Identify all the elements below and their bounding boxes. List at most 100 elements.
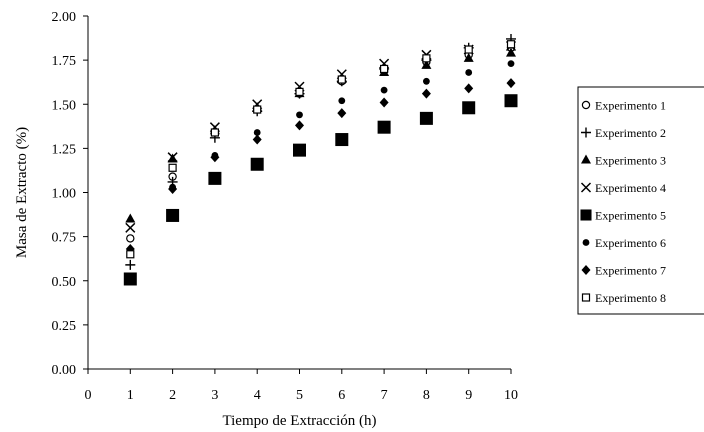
data-point — [464, 83, 474, 94]
legend-entry-label: Experimento 8 — [595, 291, 666, 305]
series-8 — [126, 40, 516, 259]
data-points — [123, 33, 518, 286]
legend-swatch — [582, 239, 590, 246]
dot-marker — [582, 239, 590, 246]
series-7 — [125, 78, 516, 254]
x-tick-label: 7 — [381, 388, 388, 403]
legend-entry-label: Experimento 3 — [595, 154, 666, 168]
y-tick-label: 2.00 — [52, 10, 77, 25]
y-tick-label: 0.50 — [52, 275, 77, 290]
dot-marker — [296, 111, 303, 119]
data-point — [252, 134, 262, 145]
triangle-marker — [421, 59, 432, 69]
data-point — [167, 152, 178, 163]
data-point — [463, 52, 474, 62]
data-point — [210, 152, 220, 163]
x-tick-label: 2 — [169, 388, 176, 403]
square-open-marker — [506, 40, 516, 49]
data-point — [125, 259, 136, 270]
data-point — [168, 163, 177, 172]
data-point — [506, 78, 516, 89]
data-point — [126, 250, 135, 259]
series-5 — [123, 94, 518, 286]
data-point — [422, 54, 431, 63]
y-tick-label: 1.00 — [52, 187, 77, 202]
legend-box — [577, 86, 704, 315]
series-2 — [125, 33, 516, 270]
x-marker — [167, 152, 178, 163]
data-point — [462, 101, 476, 115]
plus-marker — [125, 259, 136, 270]
y-tick-label: 0.25 — [52, 319, 77, 334]
data-point — [253, 129, 261, 136]
x-marker — [580, 182, 592, 193]
square-open-marker — [337, 75, 346, 84]
data-point — [380, 64, 389, 74]
dot-marker — [423, 77, 430, 85]
data-point — [421, 59, 432, 69]
data-point — [338, 97, 346, 105]
data-point — [464, 45, 473, 54]
legend-swatch — [581, 293, 591, 302]
data-point — [293, 143, 306, 157]
dot-marker — [465, 69, 473, 76]
circle-open-marker — [581, 100, 591, 110]
square-marker — [419, 111, 433, 125]
x-tick-label: 5 — [296, 388, 303, 403]
data-point — [504, 94, 518, 108]
series-4 — [125, 40, 517, 233]
data-point — [168, 183, 178, 194]
square-open-marker — [581, 293, 591, 302]
diamond-marker — [464, 83, 474, 94]
data-point — [295, 87, 304, 96]
legend-entry-label: Experimento 2 — [595, 126, 666, 140]
triangle-marker — [463, 52, 474, 62]
square-marker — [504, 94, 518, 108]
data-point — [250, 157, 264, 171]
x-tick-label: 3 — [211, 388, 218, 403]
series-3 — [125, 47, 516, 223]
diamond-marker — [337, 108, 347, 119]
legend-entry-label: Experimento 6 — [595, 236, 666, 250]
x-axis-label: Tiempo de Extracción (h) — [223, 413, 377, 429]
legend-swatch — [580, 209, 592, 221]
legend-swatch — [580, 182, 592, 193]
square-open-marker — [464, 45, 473, 54]
square-marker — [208, 171, 222, 185]
data-point — [126, 234, 135, 243]
square-open-marker — [253, 105, 262, 114]
y-tick-label: 0.00 — [52, 363, 77, 378]
data-point — [507, 60, 515, 68]
y-tick-label: 1.25 — [52, 142, 77, 157]
data-point — [506, 47, 516, 57]
legend-entry-label: Experimento 4 — [595, 181, 666, 195]
data-point — [419, 111, 433, 125]
data-point — [380, 86, 388, 94]
square-marker — [123, 272, 137, 286]
square-marker — [462, 101, 476, 115]
dot-marker — [380, 86, 388, 94]
y-tick-label: 1.50 — [52, 98, 77, 113]
square-marker — [580, 209, 592, 221]
x-tick-label: 9 — [465, 388, 472, 403]
dot-marker — [338, 97, 346, 105]
data-point — [423, 77, 430, 85]
x-tick-label: 10 — [504, 388, 518, 403]
legend-entry-label: Experimento 7 — [595, 264, 666, 278]
circle-open-marker — [126, 234, 135, 243]
plus-marker — [581, 127, 591, 138]
diamond-marker — [379, 97, 389, 108]
legend-swatch — [581, 100, 591, 110]
y-axis-label: Masa de Extracto (%) — [14, 127, 30, 258]
x-tick-label: 1 — [127, 388, 134, 403]
square-marker — [293, 143, 306, 157]
data-point — [125, 213, 136, 223]
data-point — [506, 40, 516, 49]
series-1 — [126, 43, 516, 243]
data-point — [253, 105, 262, 114]
dot-marker — [253, 129, 261, 136]
data-point — [296, 111, 303, 119]
diamond-marker — [210, 152, 220, 163]
series-6 — [126, 60, 515, 258]
